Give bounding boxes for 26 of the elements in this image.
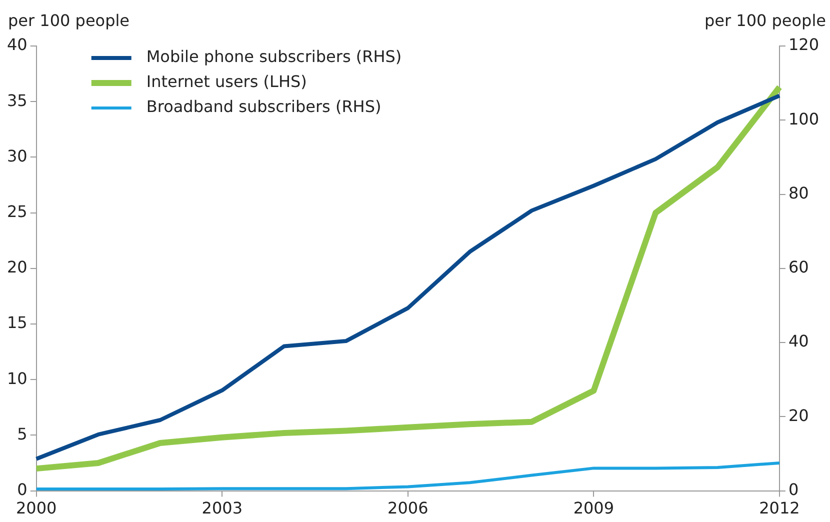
y-tick-label: 0 <box>17 480 28 499</box>
legend-label: Mobile phone subscribers (RHS) <box>146 47 402 66</box>
x-tick-label: 2003 <box>202 498 242 518</box>
y2-tick-label: 80 <box>788 183 809 202</box>
y-tick-label: 25 <box>7 202 28 221</box>
y-tick-label: 20 <box>7 258 28 277</box>
x-tick-label: 2000 <box>16 498 57 518</box>
y-axis-title: per 100 people <box>8 11 130 30</box>
y2-tick-label: 20 <box>788 406 809 425</box>
y-tick-label: 35 <box>7 90 28 110</box>
y2-tick-label: 0 <box>788 480 799 499</box>
y-tick-label: 30 <box>7 146 28 166</box>
x-tick-label: 2009 <box>573 498 614 518</box>
y2-axis-title: per 100 people <box>704 11 826 30</box>
y-tick-label: 5 <box>17 424 28 444</box>
y2-tick-label: 40 <box>788 332 809 351</box>
legend-label: Internet users (LHS) <box>146 72 307 92</box>
x-tick-label: 2006 <box>388 498 428 518</box>
y2-tick-label: 60 <box>788 258 809 277</box>
y-tick-label: 10 <box>7 368 28 388</box>
y2-tick-label: 120 <box>788 35 820 54</box>
y-tick-label: 40 <box>7 35 28 54</box>
y2-tick-label: 100 <box>788 109 820 128</box>
x-tick-label: 2012 <box>759 498 800 518</box>
legend-label: Broadband subscribers (RHS) <box>146 97 382 116</box>
y-tick-label: 15 <box>7 313 28 332</box>
